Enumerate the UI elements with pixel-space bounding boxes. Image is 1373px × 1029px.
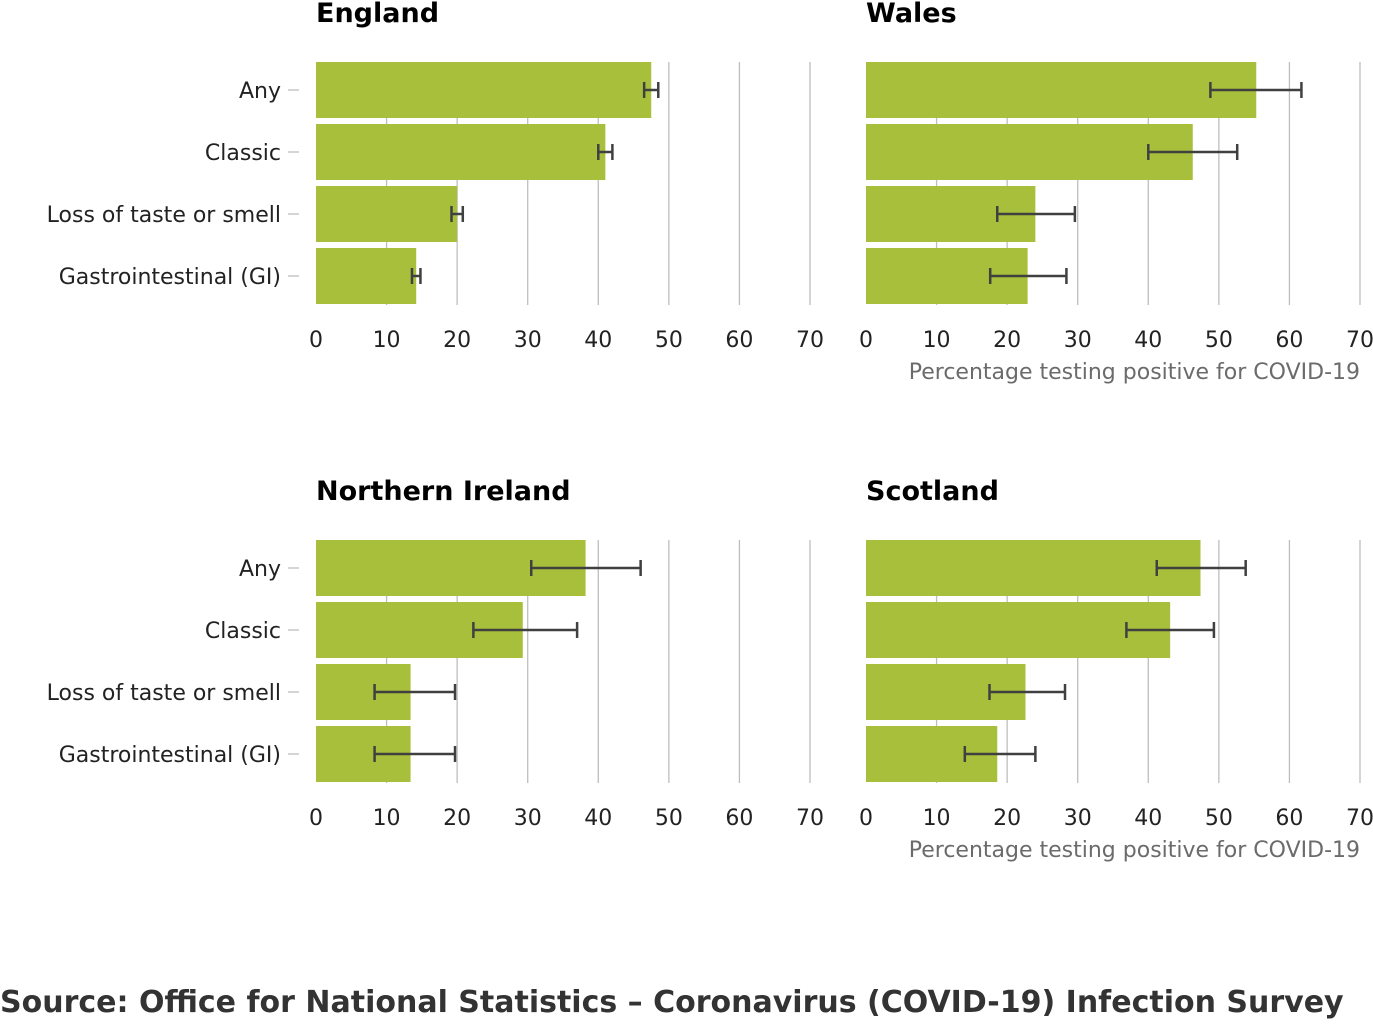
x-tick-label: 60 bbox=[725, 328, 753, 353]
x-tick-label: 60 bbox=[1275, 328, 1303, 353]
x-tick-label: 70 bbox=[796, 328, 824, 353]
x-tick-label: 70 bbox=[796, 806, 824, 831]
bar bbox=[316, 62, 652, 118]
x-tick-label: 50 bbox=[655, 328, 683, 353]
bar bbox=[316, 124, 606, 180]
category-label: Any bbox=[239, 79, 281, 104]
x-tick-label: 50 bbox=[655, 806, 683, 831]
bar bbox=[866, 602, 1171, 658]
x-tick-label: 50 bbox=[1205, 328, 1233, 353]
panel-wales: Wales 0 10 20 30 40 50 60 70 Percentage testing p… bbox=[859, 0, 1373, 385]
category-label: Gastrointestinal (GI) bbox=[59, 265, 281, 290]
source-note: Source: Office for National Statistics –… bbox=[0, 985, 1344, 1020]
x-tick-label: 0 bbox=[859, 328, 873, 353]
x-tick-label: 10 bbox=[373, 806, 401, 831]
x-axis-label: Percentage testing positive for COVID-19 bbox=[909, 838, 1360, 863]
category-label: Any bbox=[239, 557, 281, 582]
x-tick-label: 20 bbox=[993, 328, 1021, 353]
x-tick-label: 20 bbox=[443, 806, 471, 831]
x-tick-label: 30 bbox=[1064, 328, 1092, 353]
x-tick-label: 0 bbox=[309, 328, 323, 353]
x-tick-label: 40 bbox=[584, 328, 612, 353]
category-label: Loss of taste or smell bbox=[47, 203, 281, 228]
panel-title: Scotland bbox=[866, 476, 999, 507]
x-tick-label: 0 bbox=[309, 806, 323, 831]
x-axis-label: Percentage testing positive for COVID-19 bbox=[909, 360, 1360, 385]
category-label: Gastrointestinal (GI) bbox=[59, 743, 281, 768]
bar bbox=[316, 248, 417, 304]
x-tick-label: 30 bbox=[514, 806, 542, 831]
panel-title: Wales bbox=[866, 0, 957, 29]
x-tick-label: 70 bbox=[1346, 806, 1373, 831]
panel-northern-ireland: Northern Ireland Any Classic Loss of taste … bbox=[47, 476, 824, 831]
x-tick-label: 40 bbox=[1134, 806, 1162, 831]
category-label: Loss of taste or smell bbox=[47, 681, 281, 706]
x-tick-label: 70 bbox=[1346, 328, 1373, 353]
x-tick-label: 10 bbox=[923, 328, 951, 353]
x-tick-label: 40 bbox=[584, 806, 612, 831]
x-tick-label: 30 bbox=[1064, 806, 1092, 831]
x-tick-label: 30 bbox=[514, 328, 542, 353]
x-tick-label: 10 bbox=[373, 328, 401, 353]
panel-england: England Any Classic Loss of taste or smell G… bbox=[47, 0, 824, 353]
x-tick-label: 50 bbox=[1205, 806, 1233, 831]
category-label: Classic bbox=[205, 141, 281, 166]
x-tick-label: 10 bbox=[923, 806, 951, 831]
bar bbox=[316, 186, 458, 242]
panel-scotland: Scotland 0 10 20 30 40 50 60 70 Percentage testin… bbox=[859, 476, 1373, 863]
panel-title: England bbox=[316, 0, 439, 29]
x-tick-label: 40 bbox=[1134, 328, 1162, 353]
x-tick-label: 0 bbox=[859, 806, 873, 831]
bar bbox=[866, 540, 1201, 596]
x-tick-label: 60 bbox=[725, 806, 753, 831]
panel-title: Northern Ireland bbox=[316, 476, 571, 507]
bar bbox=[866, 62, 1257, 118]
category-label: Classic bbox=[205, 619, 281, 644]
x-tick-label: 60 bbox=[1275, 806, 1303, 831]
x-tick-label: 20 bbox=[443, 328, 471, 353]
chart-area: England Any Classic Loss of taste or smell G… bbox=[47, 0, 1373, 863]
bar bbox=[866, 124, 1193, 180]
x-tick-label: 20 bbox=[993, 806, 1021, 831]
